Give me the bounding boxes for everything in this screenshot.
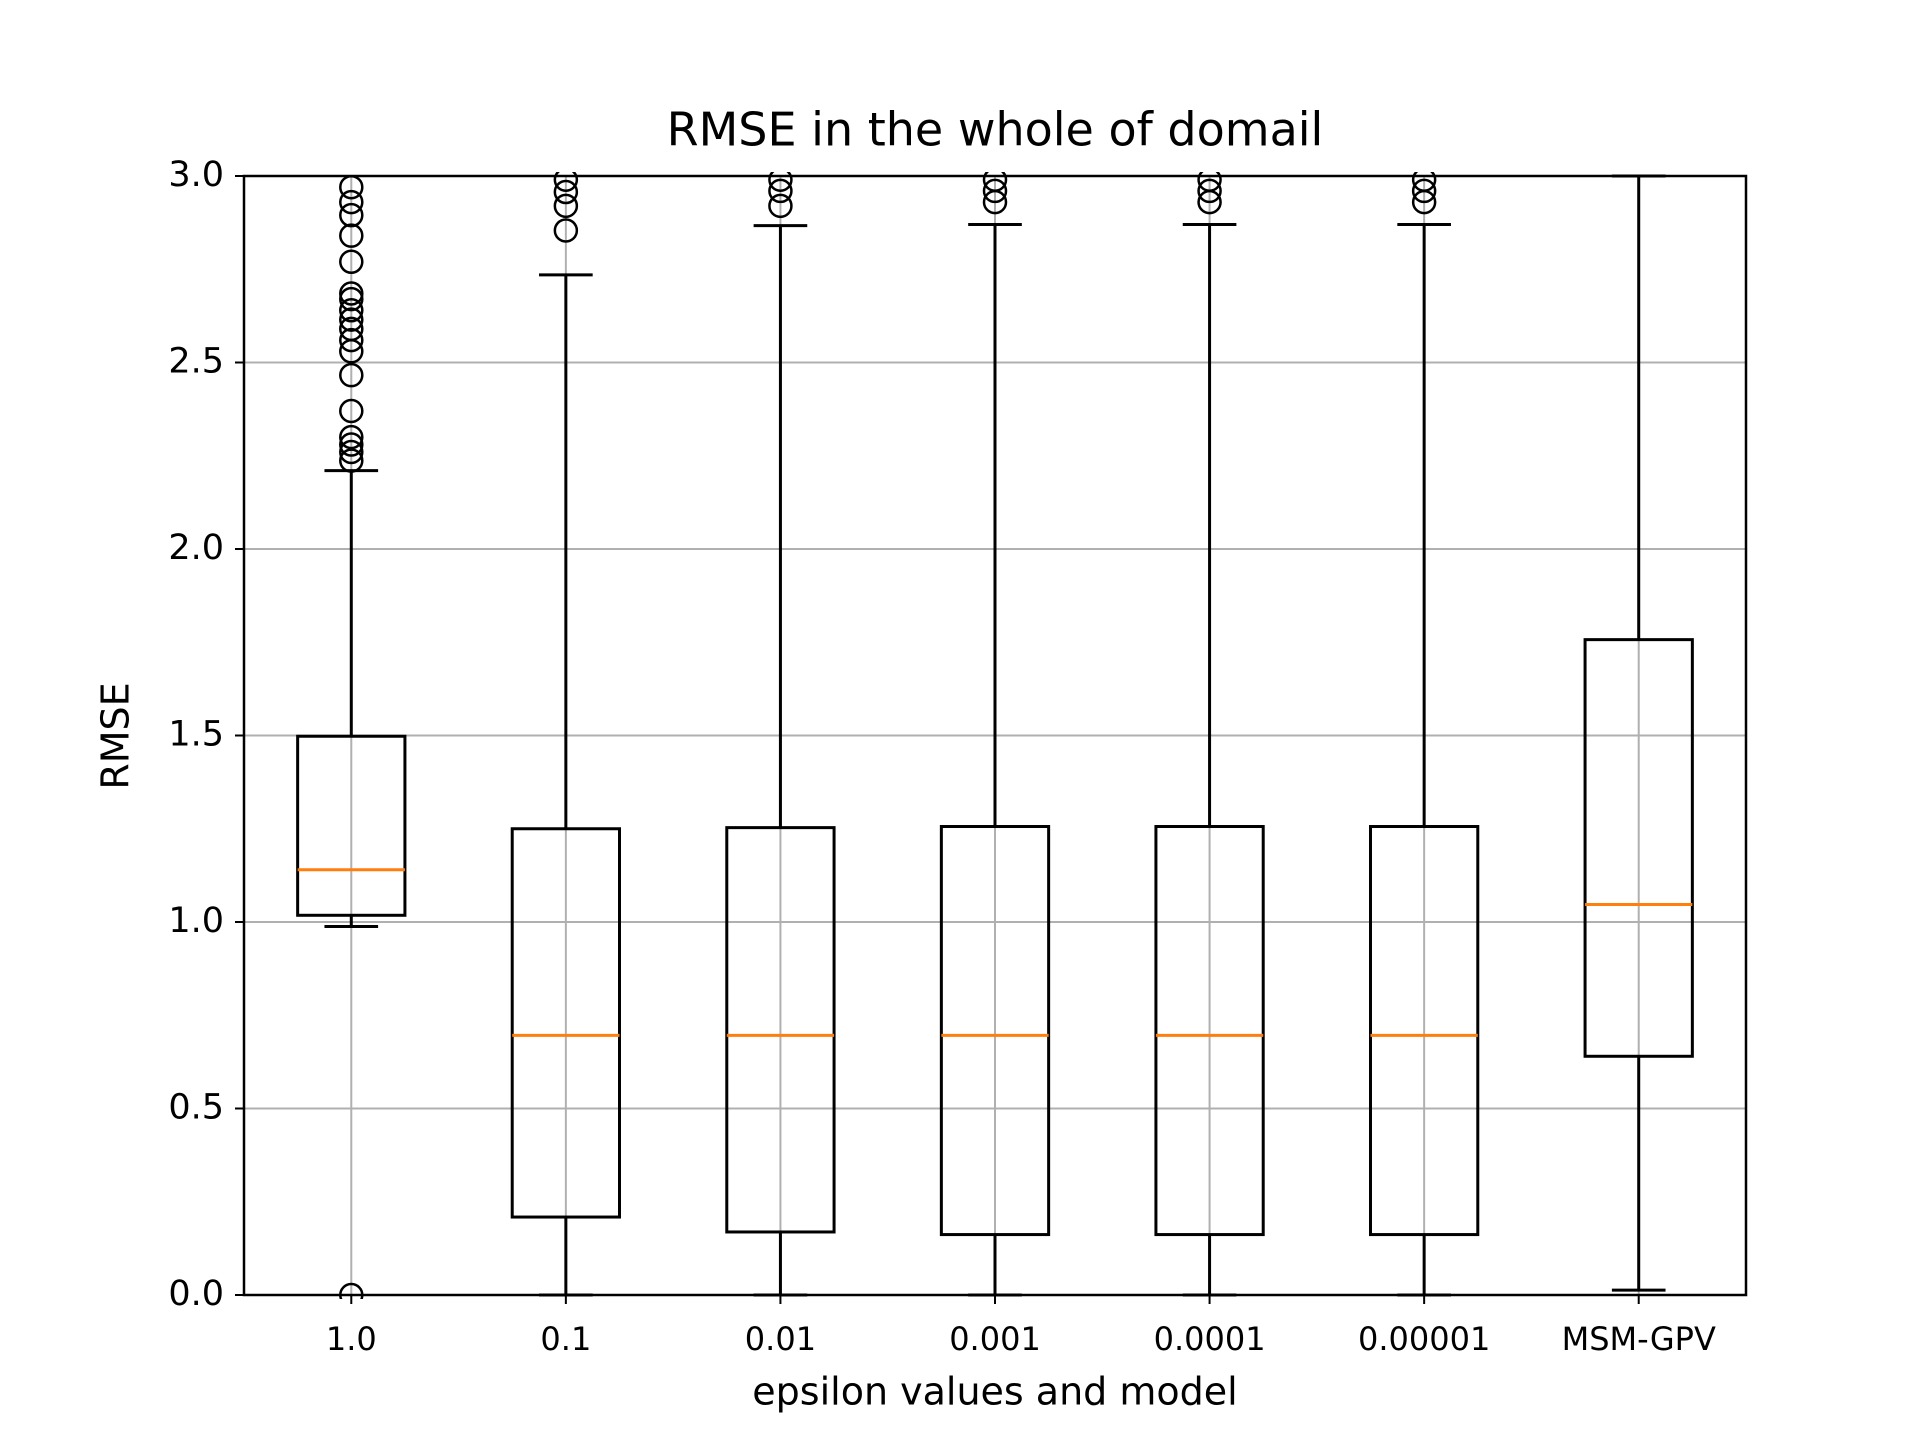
x-tick-label: 0.00001 [1358, 1320, 1490, 1358]
flier [1411, 178, 1437, 204]
flier [339, 249, 364, 275]
flier [339, 424, 364, 450]
box [939, 825, 1051, 1237]
box [296, 734, 407, 917]
x-tick-label: 1.0 [326, 1320, 377, 1358]
y-tick-label: 1.5 [168, 715, 224, 755]
y-tick-label: 0.0 [168, 1274, 224, 1314]
flier [339, 439, 364, 465]
flier [339, 281, 364, 306]
flier [768, 172, 793, 192]
x-tick-label: MSM-GPV [1562, 1320, 1716, 1358]
flier [339, 298, 364, 323]
flier [339, 223, 364, 248]
flier [339, 286, 364, 312]
y-tick-label: 2.5 [168, 342, 224, 382]
flier [553, 179, 579, 205]
x-tick-label: 0.01 [745, 1320, 816, 1358]
y-tick-label: 3.0 [168, 155, 224, 195]
y-tick-label: 0.5 [168, 1088, 224, 1128]
flier [339, 316, 364, 342]
plot-marks [296, 172, 1694, 1299]
flier [553, 172, 579, 192]
y-tick-label: 1.0 [168, 901, 224, 941]
flier [768, 193, 793, 219]
flier [553, 218, 579, 243]
flier [1197, 172, 1222, 192]
box [510, 827, 622, 1219]
flier [768, 178, 793, 204]
flier [339, 362, 364, 388]
box [1369, 825, 1480, 1237]
x-axis-label: epsilon values and model [752, 1370, 1237, 1414]
flier [1411, 172, 1437, 192]
x-tick-label: 0.1 [540, 1320, 591, 1358]
x-tick-label: 0.0001 [1154, 1320, 1266, 1358]
flier [1197, 178, 1222, 204]
flier [339, 189, 364, 215]
flier [982, 178, 1008, 204]
flier [553, 193, 579, 219]
flier [339, 432, 364, 457]
flier [339, 327, 364, 353]
flier [982, 172, 1008, 192]
y-tick-label: 2.0 [168, 528, 224, 568]
flier [339, 448, 364, 473]
flier [339, 202, 364, 228]
box [725, 826, 836, 1234]
y-axis-label: RMSE [94, 682, 138, 789]
chart-title: RMSE in the whole of domail [667, 103, 1324, 157]
flier [339, 398, 364, 424]
box [1583, 638, 1694, 1058]
axes: 0.0 0.5 1.0 1.5 2.0 2.5 3.0 1.0 0.1 0.01 0.001 0.00… [168, 155, 1716, 1358]
x-tick-label: 0.001 [949, 1320, 1041, 1358]
flier [339, 307, 364, 332]
box [1154, 825, 1265, 1237]
